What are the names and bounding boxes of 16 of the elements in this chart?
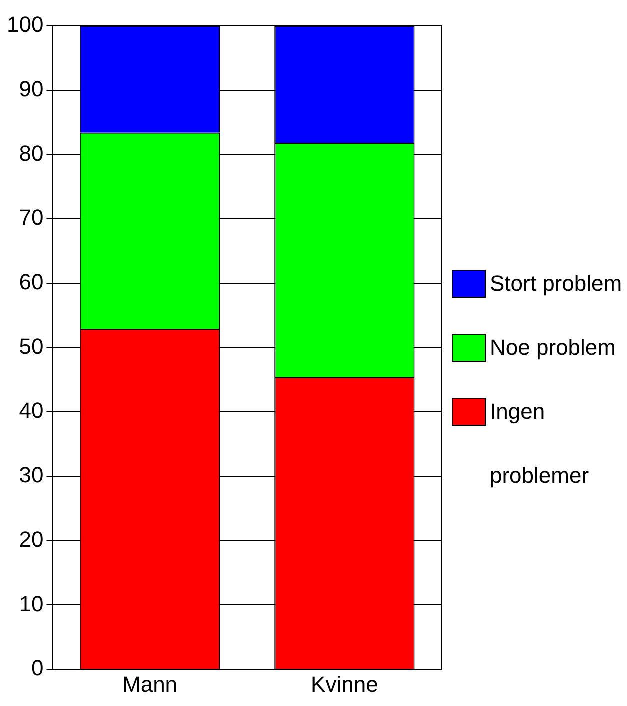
y-tick-label: 40	[19, 398, 44, 424]
y-tick-label: 100	[6, 12, 44, 38]
y-tick-label: 50	[19, 334, 44, 359]
y-tick-label: 60	[19, 270, 44, 295]
x-tick-label: Mann	[122, 672, 178, 697]
y-tick-label: 90	[19, 76, 44, 102]
text: Ingen problemer	[490, 399, 590, 488]
legend-label: Noe problem	[490, 334, 617, 362]
y-tick-label: 80	[19, 140, 44, 166]
y-tick-label: 70	[19, 205, 44, 230]
legend-label: Stort problem	[490, 270, 624, 298]
x-tick-label: Kvinne	[311, 672, 378, 697]
y-tick-label: 10	[19, 591, 44, 616]
y-tick-label: 20	[19, 526, 44, 552]
y-tick-label: 0	[31, 656, 44, 681]
y-tick-label: 30	[19, 462, 44, 488]
